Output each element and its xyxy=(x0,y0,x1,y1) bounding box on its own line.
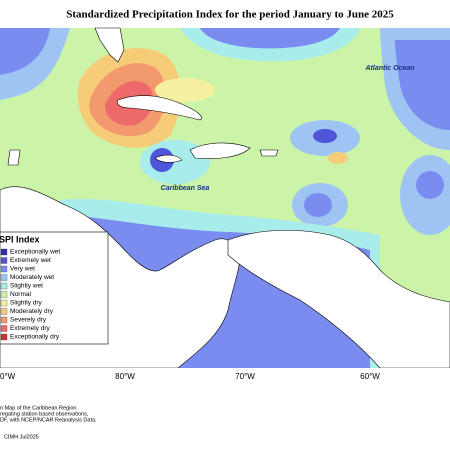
legend-label: Severely dry xyxy=(10,317,47,324)
legend-title: SPI Index xyxy=(0,234,40,244)
legend-swatch xyxy=(0,248,8,256)
map-title: Standardized Precipitation Index for the… xyxy=(66,9,394,21)
longitude-label: 80°W xyxy=(115,372,135,381)
legend-swatch xyxy=(0,291,8,298)
legend-label: Exceptionally dry xyxy=(10,334,60,341)
legend-swatch xyxy=(0,325,8,332)
legend-swatch xyxy=(0,265,8,273)
ocean-label: Atlantic Ocean xyxy=(364,65,414,72)
legend-swatch xyxy=(0,308,8,315)
note: CIMH Jul2025 xyxy=(4,434,39,440)
note: n Map of the Caribbean Region xyxy=(0,405,76,411)
legend-swatch xyxy=(0,257,8,264)
legend-label: Moderately dry xyxy=(10,308,54,315)
legend-swatch xyxy=(0,282,8,290)
legend-label: Slightly dry xyxy=(10,300,43,307)
sea-label: Caribbean Sea xyxy=(161,185,210,192)
legend-label: Normal xyxy=(10,291,32,298)
legend-swatch xyxy=(0,333,8,341)
legend-swatch xyxy=(0,299,8,307)
longitude-label: 70°W xyxy=(235,372,255,381)
longitude-label: 60°W xyxy=(360,372,380,381)
legend-label: Extremely wet xyxy=(10,257,51,264)
legend-label: Very wet xyxy=(10,266,35,273)
legend-label: Extremely dry xyxy=(10,325,50,332)
note: regating station based observations, xyxy=(0,411,89,417)
longitude-label: 0°W xyxy=(0,372,16,381)
legend-label: Exceptionally wet xyxy=(10,249,60,256)
legend-label: Slightly wet xyxy=(10,283,43,290)
legend-swatch xyxy=(0,316,8,324)
legend-label: Moderately wet xyxy=(10,274,54,281)
legend-swatch xyxy=(0,274,8,281)
note: DF, with NCEP/NCAR Reanalysis Data. xyxy=(0,417,97,423)
